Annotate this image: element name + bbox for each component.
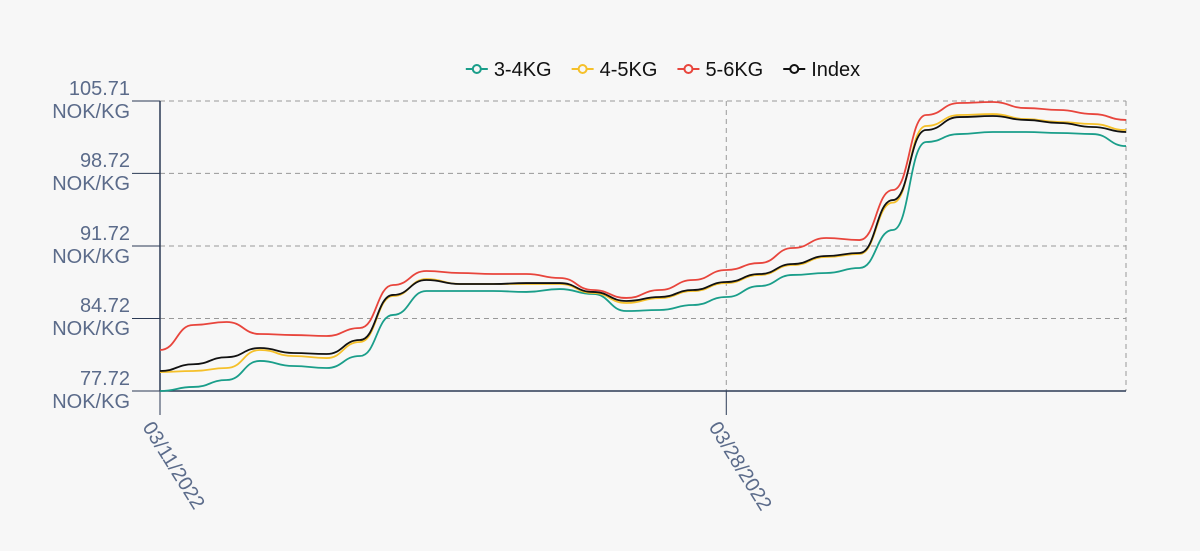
legend-label: 4-5KG (600, 59, 658, 81)
legend-label: Index (811, 59, 860, 81)
series-line (159, 131, 1127, 392)
legend-item: 3-4KG (465, 59, 552, 81)
legend-item: 4-5KG (571, 59, 658, 81)
y-tick-label: 105.71 NOK/KG (52, 78, 130, 123)
legend-marker (471, 64, 482, 74)
legend-label: 3-4KG (494, 59, 552, 81)
legend-marker (577, 64, 588, 74)
legend-marker (789, 64, 800, 74)
legend-label: 5-6KG (705, 59, 763, 81)
legend-marker (683, 64, 694, 74)
series-line (159, 101, 1127, 351)
x-tick-label: 03/11/2022 (138, 418, 209, 513)
x-tick-label: 03/28/2022 (704, 418, 776, 515)
series-line (159, 115, 1127, 372)
y-tick-label: 98.72 NOK/KG (52, 150, 130, 196)
legend-item: Index (783, 59, 860, 81)
y-tick-label: 91.72 NOK/KG (52, 222, 130, 268)
y-tick-label: 84.72 NOK/KG (52, 295, 130, 341)
y-tick-label: 77.72 NOK/KG (52, 368, 130, 413)
legend: 3-4KG 4-5KG 5-6KG Index (465, 59, 860, 81)
series-line (159, 113, 1127, 373)
legend-item: 5-6KG (677, 59, 763, 81)
